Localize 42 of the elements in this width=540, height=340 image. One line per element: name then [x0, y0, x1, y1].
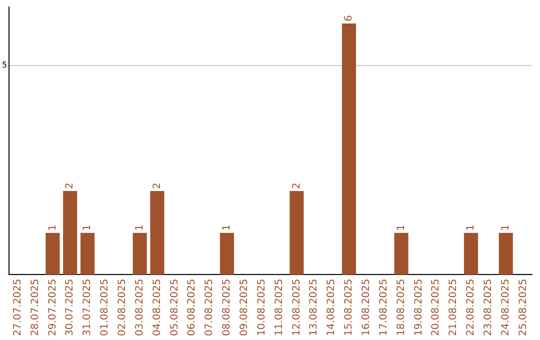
x-tick-label: 23.08.2025 [483, 278, 494, 336]
x-tick-label: 07.08.2025 [204, 278, 216, 336]
x-tick-label: 08.08.2025 [222, 278, 233, 336]
x-tick-label: 31.07.2025 [82, 278, 94, 336]
x-tick-label: 11.08.2025 [274, 278, 285, 336]
data-label: 2 [64, 182, 76, 190]
x-tick-label: 22.08.2025 [466, 278, 477, 336]
x-tick-label: 14.08.2025 [326, 278, 338, 336]
x-tick-label: 28.07.2025 [30, 278, 41, 336]
data-label: 1 [47, 224, 58, 231]
x-tick-label: 19.08.2025 [413, 278, 424, 336]
x-tick-label: 30.07.2025 [64, 278, 76, 336]
x-tick-label: 25.08.2025 [518, 278, 529, 336]
y-tick-label: 5 [2, 60, 8, 70]
x-tick-label: 27.07.2025 [12, 278, 24, 336]
x-tick-label: 18.08.2025 [396, 278, 407, 336]
x-tick-label: 21.08.2025 [448, 278, 460, 336]
x-tick-label: 20.08.2025 [430, 278, 442, 336]
x-tick-label: 09.08.2025 [238, 278, 250, 336]
data-label: 1 [500, 224, 512, 231]
x-tick-label: 24.08.2025 [500, 278, 512, 336]
data-label: 1 [134, 224, 146, 231]
x-tick-label: 16.08.2025 [361, 278, 372, 336]
x-tick-label: 04.08.2025 [152, 278, 163, 336]
x-tick-label: 12.08.2025 [291, 278, 302, 336]
data-label: 1 [466, 224, 477, 231]
x-tick-label: 02.08.2025 [116, 278, 128, 336]
x-tick-label: 17.08.2025 [378, 278, 390, 336]
x-tick-label: 05.08.2025 [169, 278, 180, 336]
data-label: 6 [344, 15, 355, 22]
x-tick-label: 29.07.2025 [47, 278, 58, 336]
data-label: 1 [82, 224, 94, 231]
data-label: 2 [152, 182, 163, 190]
x-tick-label: 10.08.2025 [256, 278, 268, 336]
x-tick-label: 01.08.2025 [100, 278, 111, 336]
x-tick-label: 06.08.2025 [186, 278, 198, 336]
data-label: 2 [291, 182, 302, 190]
data-label: 1 [396, 224, 407, 231]
x-tick-label: 13.08.2025 [308, 278, 320, 336]
x-tick-label: 15.08.2025 [344, 278, 355, 336]
data-label: 1 [222, 224, 233, 231]
x-tick-label: 03.08.2025 [134, 278, 146, 336]
